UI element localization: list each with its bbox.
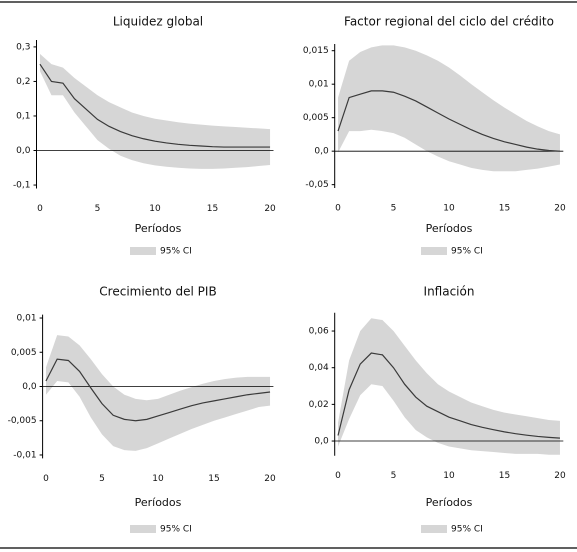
y-tick-label: 0,015	[303, 46, 329, 56]
y-tick-label: 0,005	[11, 348, 37, 358]
y-tick-label: 0,01	[17, 314, 37, 324]
legend-swatch	[130, 525, 156, 533]
x-tick-label: 5	[99, 474, 105, 484]
y-tick-label: 0,0	[22, 382, 37, 392]
x-tick-label: 10	[149, 204, 161, 214]
legend-label: 95% CI	[451, 525, 483, 535]
legend-swatch	[421, 525, 447, 533]
x-tick-label: 20	[264, 204, 276, 214]
x-tick-label: 10	[443, 471, 455, 481]
x-tick-label: 0	[335, 471, 341, 481]
y-tick-label: -0,01	[13, 450, 36, 460]
response-line	[45, 358, 271, 422]
y-tick-label: 0,0	[16, 146, 31, 156]
y-tick-label: 0,3	[16, 42, 30, 52]
x-tick-label: 15	[499, 471, 510, 481]
x-tick-label: 15	[207, 204, 218, 214]
x-tick-label: 20	[264, 474, 276, 484]
legend-swatch	[421, 247, 447, 255]
x-tick-label: 5	[391, 204, 397, 214]
x-tick-label: 0	[335, 204, 341, 214]
x-tick-label: 5	[95, 204, 101, 214]
response-line	[39, 63, 271, 148]
x-axis-label: Períodos	[135, 496, 182, 509]
y-tick-label: 0,01	[309, 80, 329, 90]
x-tick-label: 15	[499, 204, 510, 214]
confidence-band	[45, 335, 271, 451]
confidence-band	[39, 53, 271, 169]
confidence-band	[338, 45, 560, 172]
x-tick-label: 15	[208, 474, 219, 484]
y-tick-label: 0,2	[16, 77, 30, 87]
legend-swatch	[130, 247, 156, 255]
chart-title: Factor regional del ciclo del crédito	[344, 15, 554, 29]
y-tick-label: -0,05	[305, 180, 328, 190]
x-tick-label: 0	[43, 474, 49, 484]
x-tick-label: 5	[391, 471, 397, 481]
x-axis-label: Períodos	[426, 222, 473, 235]
x-tick-label: 10	[443, 204, 455, 214]
legend-label: 95% CI	[451, 247, 483, 257]
response-line	[337, 352, 561, 439]
chart-title: Crecimiento del PIB	[99, 285, 216, 299]
chart-title: Inflación	[424, 285, 475, 299]
response-line	[337, 90, 561, 152]
confidence-band	[338, 318, 560, 455]
legend-label: 95% CI	[160, 525, 192, 535]
y-tick-label: 0,04	[309, 363, 329, 373]
x-tick-label: 10	[152, 474, 164, 484]
x-tick-label: 20	[554, 204, 566, 214]
x-tick-label: 0	[37, 204, 43, 214]
x-tick-label: 20	[554, 471, 566, 481]
y-tick-label: 0,005	[303, 113, 329, 123]
y-tick-label: 0,1	[16, 111, 30, 121]
y-tick-label: -0,1	[13, 181, 31, 191]
x-axis-label: Períodos	[135, 222, 182, 235]
chart-title: Liquidez global	[113, 15, 203, 29]
legend-label: 95% CI	[160, 247, 192, 257]
y-tick-label: 0,0	[314, 437, 329, 447]
y-tick-label: 0,0	[314, 147, 329, 157]
y-tick-label: 0,02	[309, 400, 329, 410]
y-tick-label: -0,005	[8, 416, 37, 426]
y-tick-label: 0,06	[309, 327, 329, 337]
x-axis-label: Períodos	[426, 496, 473, 509]
